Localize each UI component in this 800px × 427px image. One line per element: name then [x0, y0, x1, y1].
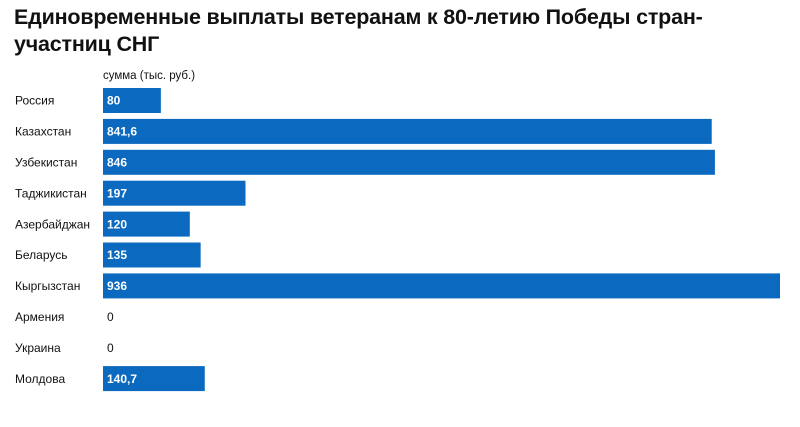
data-label: 841,6 [107, 125, 137, 139]
bar [103, 366, 205, 392]
category-label: Казахстан [15, 125, 71, 139]
bar-row: Кыргызстан 936 [15, 273, 780, 299]
category-label: Молдова [15, 372, 65, 386]
data-label: 936 [107, 279, 127, 293]
category-label: Беларусь [15, 248, 67, 262]
category-label: Кыргызстан [15, 279, 80, 293]
data-label: 120 [107, 217, 127, 231]
category-label: Узбекистан [15, 156, 77, 170]
bar-row: Таджикистан 197 [15, 180, 246, 206]
category-label: Армения [15, 310, 64, 324]
bar-row: Россия 80 [15, 88, 161, 113]
category-label: Таджикистан [15, 186, 87, 200]
bar [103, 88, 161, 113]
data-label: 0 [107, 341, 114, 355]
value-header: сумма (тыс. руб.) [103, 70, 195, 82]
data-label: 80 [107, 94, 121, 108]
bar-row: Армения 0 [15, 310, 114, 324]
bar-row: Украина 0 [15, 341, 114, 355]
chart-title: Единовременные выплаты ветеранам к 80-ле… [14, 5, 703, 56]
data-label: 846 [107, 156, 127, 170]
chart-rows: Россия 80 Казахстан 841,6 Узбекистан 846 Таджи… [15, 88, 780, 392]
bar [103, 180, 246, 206]
category-label: Россия [15, 94, 54, 108]
data-label: 140,7 [107, 372, 137, 386]
category-label: Азербайджан [15, 217, 90, 231]
bar [103, 242, 201, 268]
bar-row: Азербайджан 120 [15, 211, 190, 237]
bar-row: Молдова 140,7 [15, 366, 205, 392]
bar-row: Казахстан 841,6 [15, 118, 712, 144]
data-label: 197 [107, 186, 127, 200]
category-label: Украина [15, 341, 61, 355]
bar [103, 211, 190, 237]
data-label: 135 [107, 248, 127, 262]
bar-row: Узбекистан 846 [15, 149, 715, 175]
bar [103, 118, 712, 144]
bar [103, 273, 780, 299]
data-label: 0 [107, 310, 114, 324]
bar-row: Беларусь 135 [15, 242, 201, 268]
bar [103, 149, 715, 175]
